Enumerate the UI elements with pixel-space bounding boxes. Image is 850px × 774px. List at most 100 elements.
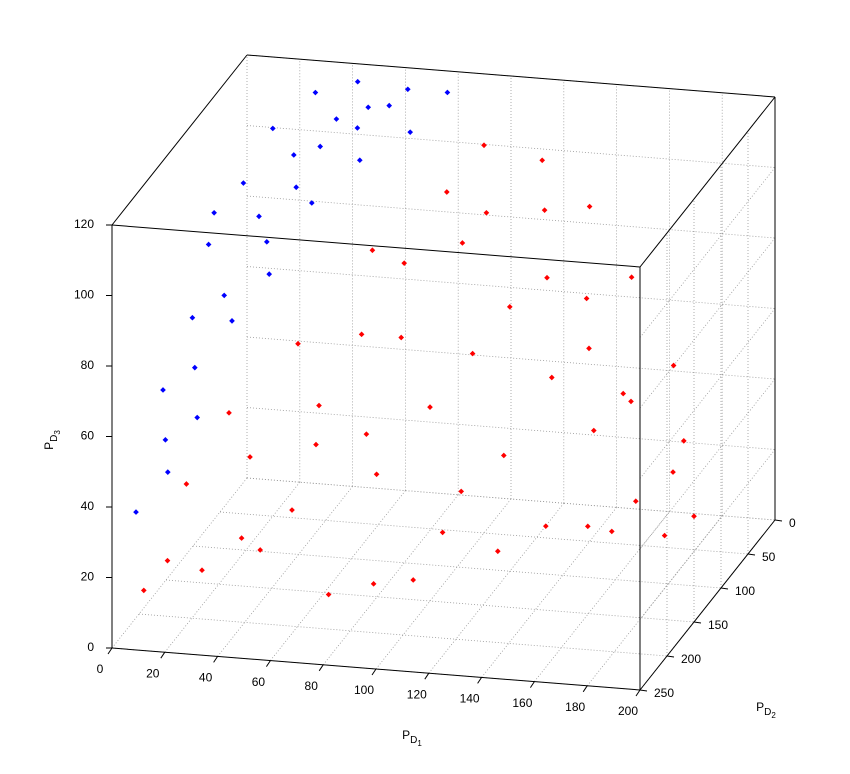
grid-line [217,486,353,657]
data-point [293,184,300,191]
data-point [160,387,166,393]
y-tick-label: 150 [708,618,728,632]
tick-mark [635,689,641,697]
data-point [308,200,315,206]
data-point [620,390,627,397]
grid-line [165,579,695,623]
label-base: P [756,700,764,714]
data-point [162,437,169,443]
data-point [548,374,555,381]
data-point [363,431,370,437]
data-point [226,409,232,416]
data-point [608,528,615,535]
grid [106,54,783,697]
axis-line [639,519,776,691]
tick-mark [265,660,271,667]
data-point [164,557,171,564]
data-point [386,102,393,109]
points [133,78,697,598]
grid-line [246,266,776,309]
data-point [325,591,332,598]
data-point [483,209,490,216]
y-tick-label: 0 [789,516,796,530]
grid-line [639,378,776,550]
grid-line [219,511,749,555]
data-point [266,271,273,277]
data-point [407,129,414,135]
tick-mark [477,677,483,684]
axis-line [639,96,776,268]
x-tick-label: 60 [252,675,266,689]
data-point [240,180,247,186]
tick-mark [160,651,166,659]
grid-line [246,195,776,239]
data-point [542,523,549,529]
data-point [269,125,276,132]
data-point [183,481,190,487]
z-tick-label: 20 [81,570,95,584]
data-point [628,274,635,281]
grid-line [639,237,776,409]
data-point [481,142,487,149]
x-tick-label: 160 [512,696,532,710]
z-tick-label: 100 [74,288,94,302]
label-base: P [42,442,56,450]
grid-line [639,449,776,620]
data-point [404,86,411,93]
label-subsub: 3 [53,430,62,435]
labels: 0 20 40 60 80 100 120 140 160 180 2000501001502002… [42,217,796,748]
data-point [317,143,324,150]
ylabel-label: PD2 [756,700,776,720]
data-point [133,509,139,515]
label-sub: D [49,435,60,442]
tick-mark [107,647,113,655]
xlabel-label: PD1 [402,728,422,748]
grid-line [246,407,776,450]
tick-mark [424,672,430,680]
data-point [365,104,372,111]
data-point [289,507,295,513]
y-tick-label: 250 [654,686,674,700]
data-point [164,469,171,475]
data-point [398,334,405,341]
data-point [506,303,513,310]
data-point [140,587,147,594]
z-tick-label: 0 [87,640,94,654]
x-tick-label: 140 [460,692,480,706]
grid-line [192,545,722,589]
y-tick-label: 200 [681,652,701,666]
data-point [632,498,639,505]
data-point [539,157,546,164]
grid-line [481,507,617,678]
data-point [354,125,361,131]
tick-mark [720,587,729,590]
grid-line [534,511,670,682]
grid-line [246,125,776,168]
data-point [500,452,507,459]
z-tick-label: 60 [81,429,95,443]
data-point [443,189,450,195]
data-point [583,295,590,302]
y-tick-label: 50 [762,550,776,564]
data-point [369,247,376,254]
x-tick-label: 100 [354,683,374,697]
data-point [458,488,465,495]
grid-line [639,167,776,338]
x-tick-label: 0 [97,662,104,676]
grid-line [639,308,776,479]
data-point [194,414,201,421]
data-point [586,345,592,352]
data-point [670,469,676,475]
grid-line [270,490,406,661]
data-point [584,523,591,530]
x-tick-label: 200 [618,704,638,718]
axis-line [246,54,776,98]
grid-line [375,498,512,670]
tick-mark [529,681,535,688]
axis-line [111,224,641,268]
data-point [295,340,301,347]
axis-line [111,54,248,226]
data-point [373,471,380,478]
label-subsub: 2 [771,711,776,720]
